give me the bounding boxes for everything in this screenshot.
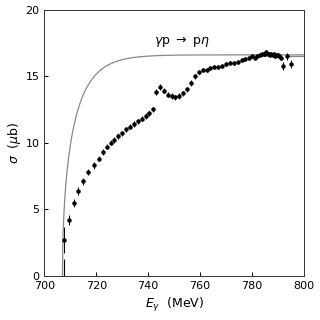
- X-axis label: $E_\gamma$  (MeV): $E_\gamma$ (MeV): [145, 296, 204, 315]
- Y-axis label: $\sigma$  ($\mu$b): $\sigma$ ($\mu$b): [5, 122, 22, 164]
- Text: $\gamma$p $\rightarrow$ p$\eta$: $\gamma$p $\rightarrow$ p$\eta$: [154, 34, 210, 49]
